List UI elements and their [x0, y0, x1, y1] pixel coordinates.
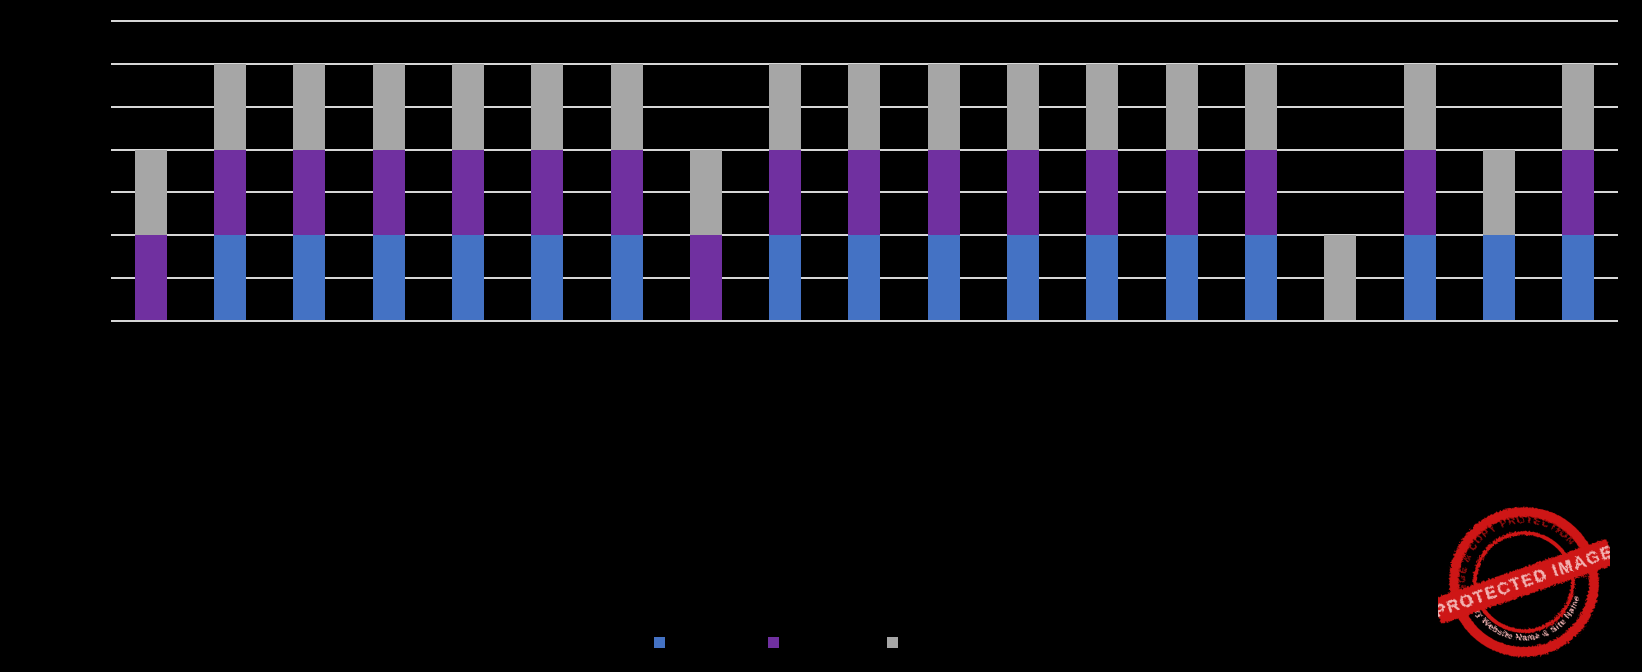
bar-segment-gray	[531, 63, 564, 150]
bar	[428, 21, 507, 321]
bar-segment-blue	[1086, 235, 1119, 321]
bar-segment-gray	[213, 63, 246, 150]
bar-segment-gray	[1007, 63, 1040, 150]
bar	[1380, 21, 1459, 321]
bar-segment-blue	[610, 235, 643, 321]
bar	[983, 21, 1062, 321]
bar-segment-purple	[451, 149, 484, 236]
bar	[1539, 21, 1618, 321]
bar-segment-purple	[1562, 149, 1595, 236]
bar-segment-gray	[1403, 63, 1436, 150]
bar-segment-purple	[213, 149, 246, 236]
bar	[111, 21, 190, 321]
bar-segment-purple	[1245, 149, 1278, 236]
bar-segment-gray	[1482, 149, 1515, 236]
bar	[1221, 21, 1300, 321]
bar	[1301, 21, 1380, 321]
bar-segment-gray	[1324, 235, 1357, 321]
bar-segment-gray	[610, 63, 643, 150]
bar	[270, 21, 349, 321]
plot-area	[111, 20, 1618, 322]
bar-segment-blue	[1007, 235, 1040, 321]
protected-image-stamp: IMAGE & COPY PROTECTION PLUGIN My Websit…	[1438, 496, 1610, 657]
bar-segment-blue	[1165, 235, 1198, 321]
bar	[587, 21, 666, 321]
bar-segment-blue	[451, 235, 484, 321]
bar-segment-gray	[1165, 63, 1198, 150]
gridline	[111, 20, 1618, 22]
bar-segment-gray	[372, 63, 405, 150]
bar-segment-purple	[927, 149, 960, 236]
bar-segment-blue	[927, 235, 960, 321]
bar	[349, 21, 428, 321]
bar-segment-gray	[451, 63, 484, 150]
bar-segment-gray	[769, 63, 802, 150]
bar-segment-purple	[1007, 149, 1040, 236]
bar	[666, 21, 745, 321]
bar-segment-gray	[1562, 63, 1595, 150]
bar	[746, 21, 825, 321]
bar-segment-gray	[848, 63, 881, 150]
stamp-outer-ring	[1449, 507, 1599, 657]
bar-segment-purple	[372, 149, 405, 236]
bar-segment-purple	[769, 149, 802, 236]
bar-segment-blue	[293, 235, 326, 321]
bar	[1063, 21, 1142, 321]
bar-segment-gray	[1086, 63, 1119, 150]
legend-swatch-blue	[654, 637, 665, 648]
bar-segment-purple	[689, 235, 722, 321]
bar-segment-purple	[848, 149, 881, 236]
bar-segment-blue	[1482, 235, 1515, 321]
legend-swatch-purple	[768, 637, 779, 648]
x-axis-line	[111, 320, 1618, 322]
bar-segment-blue	[769, 235, 802, 321]
legend-swatch-gray	[887, 637, 898, 648]
bar-segment-blue	[1562, 235, 1595, 321]
bar-segment-gray	[134, 149, 167, 236]
bar-segment-gray	[1245, 63, 1278, 150]
bar	[190, 21, 269, 321]
bar-segment-purple	[610, 149, 643, 236]
bar-segment-blue	[531, 235, 564, 321]
bar	[825, 21, 904, 321]
bar	[904, 21, 983, 321]
bar-segment-purple	[293, 149, 326, 236]
gridline	[111, 62, 1618, 65]
bar	[1459, 21, 1538, 321]
bar-segment-blue	[372, 235, 405, 321]
bar	[1142, 21, 1221, 321]
bar-segment-purple	[1086, 149, 1119, 236]
bar-segment-gray	[927, 63, 960, 150]
bar-segment-gray	[689, 149, 722, 236]
bar-segment-blue	[1245, 235, 1278, 321]
bar-segment-purple	[134, 235, 167, 321]
bar-segment-purple	[1165, 149, 1198, 236]
bar-segment-blue	[848, 235, 881, 321]
bar-segment-gray	[293, 63, 326, 150]
bars-container	[111, 21, 1618, 321]
bar-segment-purple	[1403, 149, 1436, 236]
bar	[508, 21, 587, 321]
bar-segment-blue	[1403, 235, 1436, 321]
bar-segment-purple	[531, 149, 564, 236]
bar-segment-blue	[213, 235, 246, 321]
